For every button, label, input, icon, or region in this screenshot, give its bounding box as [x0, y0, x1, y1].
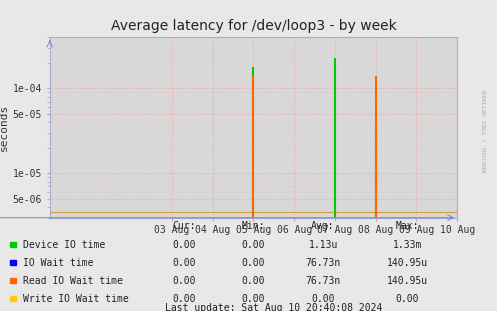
Text: 76.73n: 76.73n — [306, 258, 340, 267]
Text: 0.00: 0.00 — [172, 276, 196, 285]
Text: Avg:: Avg: — [311, 220, 335, 230]
Text: Min:: Min: — [242, 220, 265, 230]
Text: 0.00: 0.00 — [396, 294, 419, 304]
Text: Write IO Wait time: Write IO Wait time — [23, 294, 129, 304]
Text: Cur:: Cur: — [172, 220, 196, 230]
Title: Average latency for /dev/loop3 - by week: Average latency for /dev/loop3 - by week — [111, 19, 396, 33]
Text: 140.95u: 140.95u — [387, 276, 428, 285]
Text: IO Wait time: IO Wait time — [23, 258, 93, 267]
Text: 0.00: 0.00 — [172, 258, 196, 267]
Text: 0.00: 0.00 — [311, 294, 335, 304]
Text: 0.00: 0.00 — [242, 276, 265, 285]
Text: 1.13u: 1.13u — [308, 239, 338, 249]
Text: 140.95u: 140.95u — [387, 258, 428, 267]
Text: RRDTOOL / TOBI OETIKER: RRDTOOL / TOBI OETIKER — [482, 89, 487, 172]
Text: 0.00: 0.00 — [242, 258, 265, 267]
Text: 0.00: 0.00 — [242, 239, 265, 249]
Text: Last update: Sat Aug 10 20:40:08 2024: Last update: Sat Aug 10 20:40:08 2024 — [165, 303, 382, 311]
Y-axis label: seconds: seconds — [0, 104, 8, 151]
Text: Device IO time: Device IO time — [23, 239, 105, 249]
Text: 0.00: 0.00 — [172, 239, 196, 249]
Text: 76.73n: 76.73n — [306, 276, 340, 285]
Text: 1.33m: 1.33m — [393, 239, 422, 249]
Text: 0.00: 0.00 — [242, 294, 265, 304]
Text: Read IO Wait time: Read IO Wait time — [23, 276, 123, 285]
Text: 0.00: 0.00 — [172, 294, 196, 304]
Text: Max:: Max: — [396, 220, 419, 230]
